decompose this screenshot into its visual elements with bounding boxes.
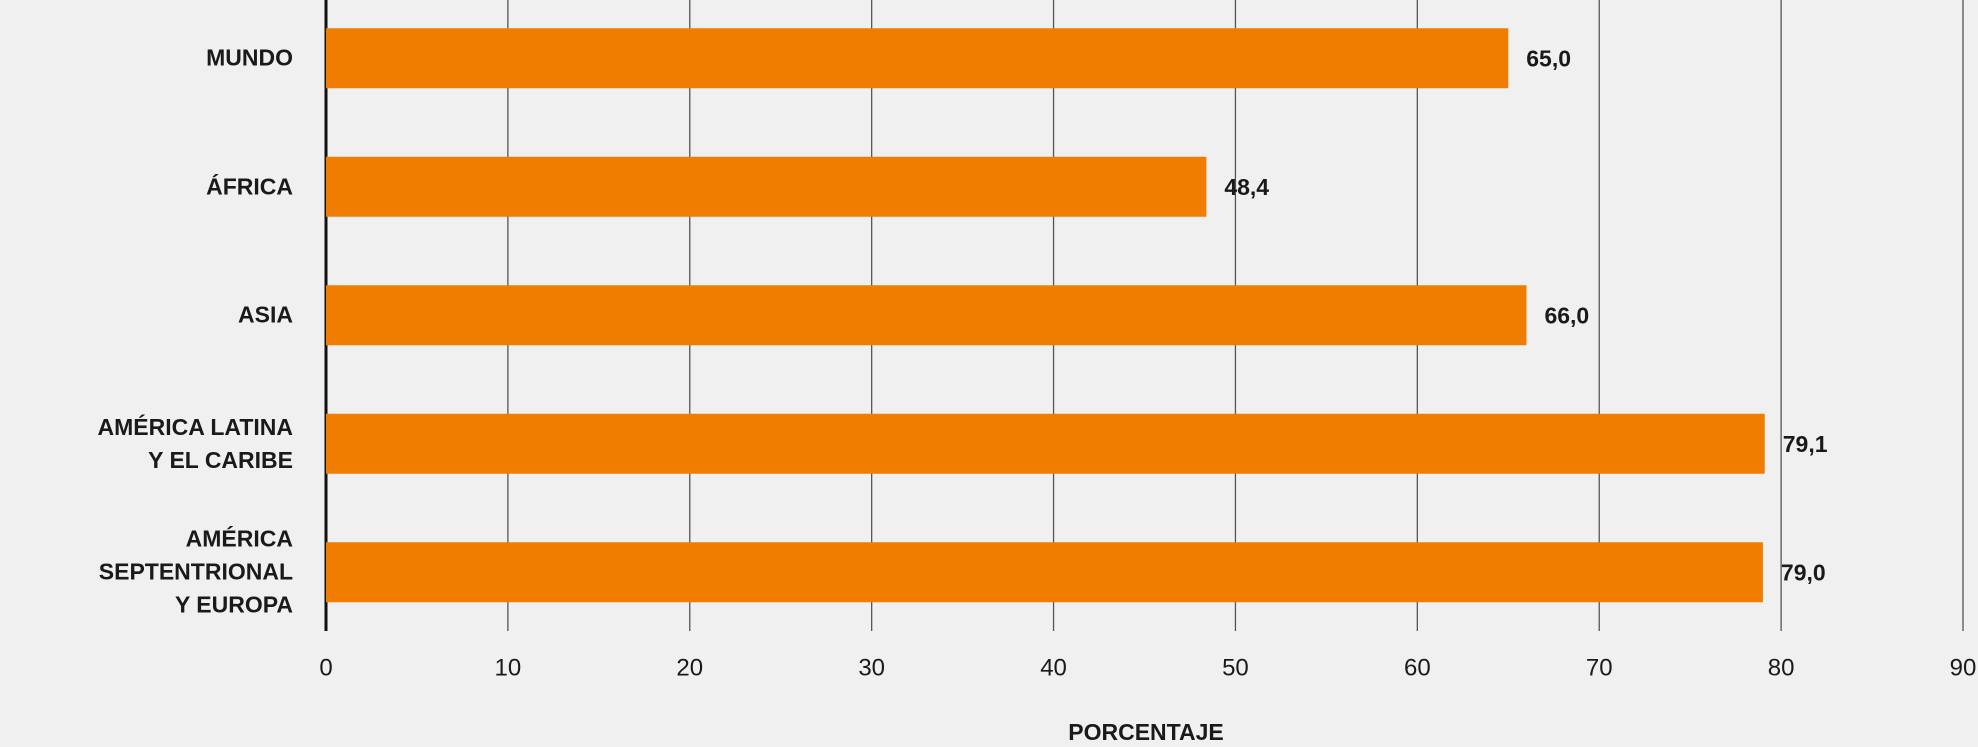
x-tick-label: 50 (1222, 654, 1249, 681)
x-tick-label: 80 (1768, 654, 1795, 681)
x-axis-title: PORCENTAJE (1068, 719, 1224, 745)
x-tick-label: 10 (495, 654, 522, 681)
x-tick-label: 70 (1586, 654, 1613, 681)
x-tick-label: 30 (858, 654, 885, 681)
bar (326, 542, 1763, 603)
bar (326, 285, 1527, 346)
y-tick-label: ASIA (238, 301, 293, 328)
y-tick-label: AMÉRICA LATINA Y EL CARIBE (97, 413, 293, 473)
bar (326, 156, 1207, 217)
y-tick-label: MUNDO (206, 44, 293, 71)
bar (326, 413, 1765, 474)
x-tick-label: 90 (1950, 654, 1977, 681)
y-tick-label: ÁFRICA (206, 173, 293, 200)
x-tick-label: 0 (319, 654, 332, 681)
x-tick-label: 60 (1404, 654, 1431, 681)
value-label: 79,1 (1783, 431, 1828, 457)
bar (326, 28, 1509, 89)
value-label: 48,4 (1224, 174, 1269, 200)
value-label: 65,0 (1526, 45, 1571, 71)
value-label: 79,0 (1781, 559, 1826, 585)
x-tick-label: 40 (1040, 654, 1067, 681)
x-tick-label: 20 (676, 654, 703, 681)
y-tick-label: AMÉRICA SEPTENTRIONAL Y EUROPA (98, 525, 293, 618)
value-label: 66,0 (1544, 302, 1589, 328)
